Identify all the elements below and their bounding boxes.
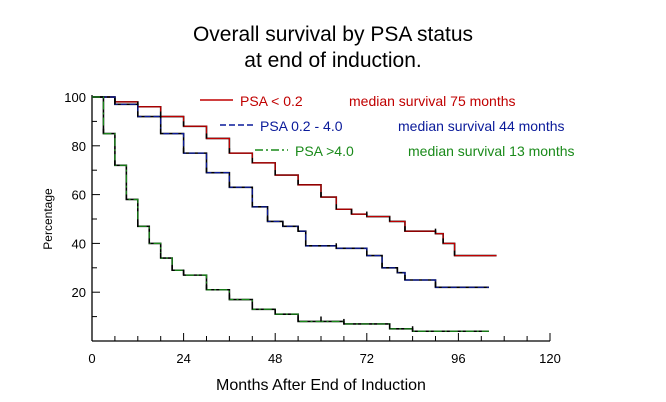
y-tick-label: 40 (72, 236, 86, 251)
x-tick-label: 24 (176, 351, 190, 366)
x-tick-label: 72 (360, 351, 374, 366)
series-line-1 (92, 96, 497, 257)
y-tick-label: 60 (72, 188, 86, 203)
y-tick-label: 20 (72, 285, 86, 300)
y-tick-label: 100 (64, 90, 86, 105)
legend-annotation: median survival 44 months (398, 118, 565, 134)
y-tick-label: 80 (72, 139, 86, 154)
title-line-2: at end of induction. (244, 49, 422, 72)
x-tick-label: 96 (451, 351, 465, 366)
x-axis-label: Months After End of Induction (216, 377, 426, 394)
series-line-3 (92, 96, 489, 332)
y-axis-label: Percentage (41, 188, 55, 250)
x-tick-label: 120 (539, 351, 561, 366)
x-tick-label: 48 (268, 351, 282, 366)
legend-annotation: median survival 75 months (349, 93, 516, 109)
x-tick-label: 0 (88, 351, 95, 366)
legend-label: PSA < 0.2 (240, 93, 303, 109)
legend-label: PSA >4.0 (295, 143, 354, 159)
title-line-1: Overall survival by PSA status (192, 23, 474, 46)
legend-label: PSA 0.2 - 4.0 (260, 118, 343, 134)
legend-annotation: median survival 13 months (408, 143, 575, 159)
chart-title: Overall survival by PSA status at end of… (0, 22, 666, 74)
